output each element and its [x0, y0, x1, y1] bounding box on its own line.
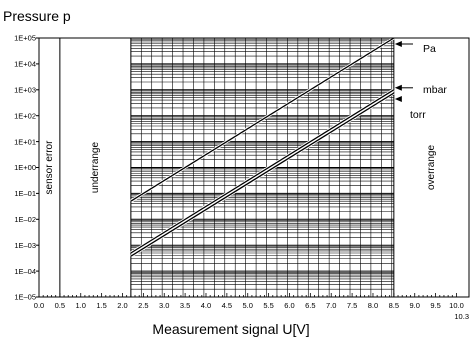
x-tick-label: 4.0: [201, 301, 211, 310]
y-tick-label: 1E–01: [14, 189, 36, 198]
x-tick-label: 10.3: [454, 312, 469, 321]
y-tick-label: 1E+05: [14, 34, 36, 43]
y-tick-label: 1E–03: [14, 241, 36, 250]
y-tick-label: 1E+02: [14, 111, 36, 120]
x-tick-label: 7.5: [347, 301, 357, 310]
y-tick-label: 1E+01: [14, 137, 36, 146]
x-tick-label: 5.5: [263, 301, 273, 310]
x-axis: 0.0 0.5 1.0 1.5 2.0 2.5 3.0 3.5 4.0 4.5 5.0 5.5 6.0 6…: [34, 293, 469, 321]
legend-arrowhead: [394, 84, 402, 91]
series-layer: [130, 36, 395, 258]
y-tick-label: 1E+00: [14, 163, 36, 172]
series-line-Pa: [130, 37, 395, 202]
x-tick-label: 4.5: [222, 301, 232, 310]
y-tick-label: 1E–05: [14, 293, 36, 302]
x-axis-label: Measurement signal U[V]: [152, 321, 309, 337]
x-tick-label: 8.0: [368, 301, 378, 310]
legend-layer: Pa mbar torr: [394, 41, 447, 121]
x-tick-label: 6.0: [284, 301, 294, 310]
x-tick-label: 7.0: [326, 301, 336, 310]
x-tick-label: 0.0: [34, 301, 44, 310]
region-label: underrange: [90, 141, 101, 193]
legend-label-torr: torr: [410, 109, 426, 121]
x-tick-label: 0.5: [55, 301, 65, 310]
x-tick-label: 1.5: [96, 301, 106, 310]
x-tick-label: 3.5: [180, 301, 190, 310]
y-axis: 1E+05 1E+04 1E+03 1E+02 1E+01 1E+00 1E–01 1E–02…: [14, 34, 39, 302]
x-tick-label: 9.0: [410, 301, 420, 310]
region-label: sensor error: [44, 140, 55, 195]
y-tick-label: 1E–04: [14, 267, 36, 276]
x-tick-label: 3.0: [159, 301, 169, 310]
legend-label-mbar: mbar: [423, 84, 447, 96]
y-tick-label: 1E–02: [14, 215, 36, 224]
x-tick-label: 5.0: [243, 301, 253, 310]
x-tick-label: 9.5: [430, 301, 440, 310]
grid-layer: [130, 38, 394, 298]
legend-arrowhead: [394, 41, 402, 47]
series-line-mbar: [130, 89, 395, 254]
x-tick-label: 10.0: [449, 301, 464, 310]
x-tick-label: 2.5: [138, 301, 148, 310]
region-layer: sensor error underrange overrange: [44, 38, 437, 297]
legend-label-Pa: Pa: [423, 43, 436, 55]
y-tick-label: 1E+03: [14, 86, 36, 95]
x-tick-label: 8.5: [389, 301, 399, 310]
chart-title: Pressure p: [3, 8, 71, 24]
region-label: overrange: [426, 145, 437, 190]
x-tick-label: 2.0: [117, 301, 127, 310]
x-tick-label: 6.5: [305, 301, 315, 310]
y-tick-label: 1E+04: [14, 60, 36, 69]
series-line-torr: [130, 92, 395, 257]
x-tick-label: 1.0: [76, 301, 86, 310]
legend-arrowhead: [394, 96, 402, 103]
